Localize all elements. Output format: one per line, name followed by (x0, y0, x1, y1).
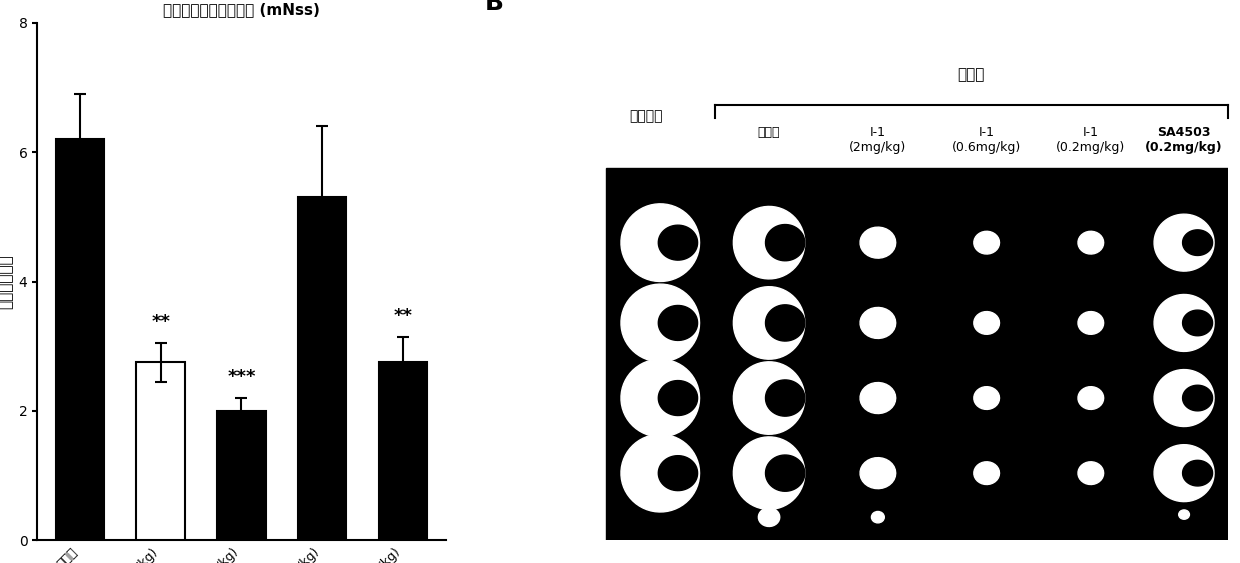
Text: 伪手术组: 伪手术组 (629, 109, 662, 123)
Polygon shape (1183, 385, 1213, 411)
Bar (56, 139, 104, 540)
Polygon shape (1078, 311, 1104, 334)
Bar (298, 197, 346, 540)
Polygon shape (973, 231, 999, 254)
Text: B: B (485, 0, 503, 15)
Text: I-1
(0.2mg/kg): I-1 (0.2mg/kg) (1056, 126, 1126, 154)
Title: 改良神经功能缺损评分 (mNss): 改良神经功能缺损评分 (mNss) (162, 2, 320, 17)
Polygon shape (733, 207, 805, 279)
Polygon shape (621, 284, 699, 362)
Polygon shape (973, 462, 999, 485)
Bar (378, 363, 427, 540)
Polygon shape (765, 380, 805, 416)
Polygon shape (1078, 231, 1104, 254)
Polygon shape (733, 437, 805, 510)
Polygon shape (1154, 445, 1214, 502)
Polygon shape (973, 387, 999, 409)
Polygon shape (1078, 462, 1104, 485)
Polygon shape (973, 311, 999, 334)
Polygon shape (1154, 369, 1214, 427)
Text: ***: *** (227, 368, 255, 386)
Polygon shape (1183, 310, 1213, 336)
Polygon shape (1078, 387, 1104, 409)
Polygon shape (658, 225, 698, 260)
Polygon shape (1154, 214, 1214, 271)
Polygon shape (765, 305, 805, 341)
Polygon shape (759, 508, 780, 526)
Text: I-1
(2mg/kg): I-1 (2mg/kg) (849, 126, 906, 154)
Bar (606, 168, 1228, 540)
Bar (217, 411, 265, 540)
Ellipse shape (872, 511, 884, 523)
Ellipse shape (1179, 510, 1189, 519)
Polygon shape (861, 307, 895, 338)
Y-axis label: 神经功能评分: 神经功能评分 (0, 254, 14, 309)
Polygon shape (658, 455, 698, 490)
Polygon shape (765, 225, 805, 261)
Text: SA4503
(0.2mg/kg): SA4503 (0.2mg/kg) (1146, 126, 1223, 154)
Text: **: ** (151, 314, 170, 332)
Polygon shape (658, 381, 698, 415)
Polygon shape (1183, 461, 1213, 486)
Polygon shape (733, 287, 805, 359)
Polygon shape (658, 306, 698, 341)
Polygon shape (1154, 294, 1214, 351)
Text: **: ** (393, 307, 412, 325)
Polygon shape (861, 382, 895, 414)
Text: 模型组: 模型组 (957, 67, 985, 82)
Polygon shape (621, 434, 699, 512)
Polygon shape (621, 359, 699, 437)
Polygon shape (621, 204, 699, 282)
Polygon shape (861, 458, 895, 489)
Polygon shape (861, 227, 895, 258)
Bar (136, 363, 185, 540)
Text: I-1
(0.6mg/kg): I-1 (0.6mg/kg) (952, 126, 1022, 154)
Polygon shape (733, 362, 805, 434)
Polygon shape (765, 455, 805, 491)
Polygon shape (1183, 230, 1213, 256)
Text: 溶剂组: 溶剂组 (758, 126, 780, 139)
